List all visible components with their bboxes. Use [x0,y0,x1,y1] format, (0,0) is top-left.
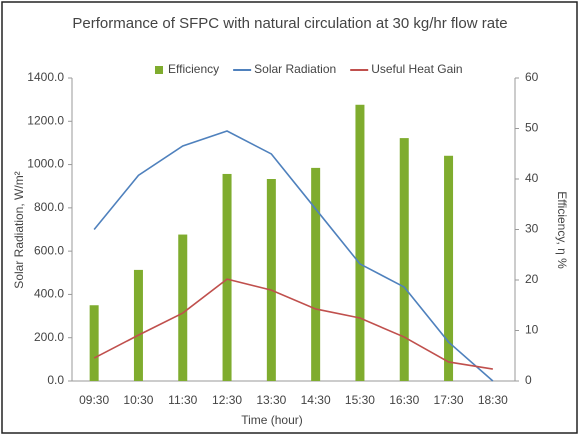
y2-tick-label: 10 [525,323,539,337]
y-tick-label: 800.0 [34,200,64,214]
bar [133,269,143,381]
x-tick-label: 13:30 [256,393,286,407]
line [93,278,493,370]
y2-axis-label: Efficiency, η % [555,191,569,269]
y2-tick-label: 30 [525,222,539,236]
x-tick-label: 17:30 [434,393,464,407]
x-tick-label: 14:30 [301,393,331,407]
y2-tick-label: 20 [525,272,539,286]
bar [222,173,232,381]
bar [89,305,99,381]
y2-tick-label: 0 [525,373,532,387]
bar [399,138,409,381]
x-tick-label: 09:30 [79,393,109,407]
y-tick-label: 0.0 [47,373,64,387]
chart-title: Performance of SFPC with natural circula… [72,15,508,32]
y-tick-label: 400.0 [34,287,64,301]
y-tick-label: 600.0 [34,243,64,257]
y2-tick-label: 50 [525,121,539,135]
x-tick-label: 12:30 [212,393,242,407]
x-tick-label: 11:30 [168,393,197,407]
y-tick-label: 200.0 [34,330,64,344]
y-tick-label: 1400.0 [27,70,64,84]
legend-label: Useful Heat Gain [371,62,462,76]
bar [444,155,454,381]
legend-swatch [155,66,163,74]
y-tick-label: 1000.0 [27,157,64,171]
bar [266,179,276,381]
bar [311,167,321,381]
bar [178,234,188,381]
y-axis-label: Solar Radiation, W/m² [12,171,26,288]
legend-label: Efficiency [168,62,219,76]
y2-tick-label: 60 [525,70,539,84]
bar [355,104,365,381]
x-axis-label: Time (hour) [241,413,303,427]
x-tick-label: 15:30 [345,393,375,407]
legend-label: Solar Radiation [254,62,336,76]
y-tick-label: 1200.0 [27,113,64,127]
x-tick-label: 18:30 [478,393,508,407]
x-tick-label: 16:30 [389,393,419,407]
y2-tick-label: 40 [525,171,539,185]
line [93,130,494,382]
x-tick-label: 10:30 [123,393,153,407]
